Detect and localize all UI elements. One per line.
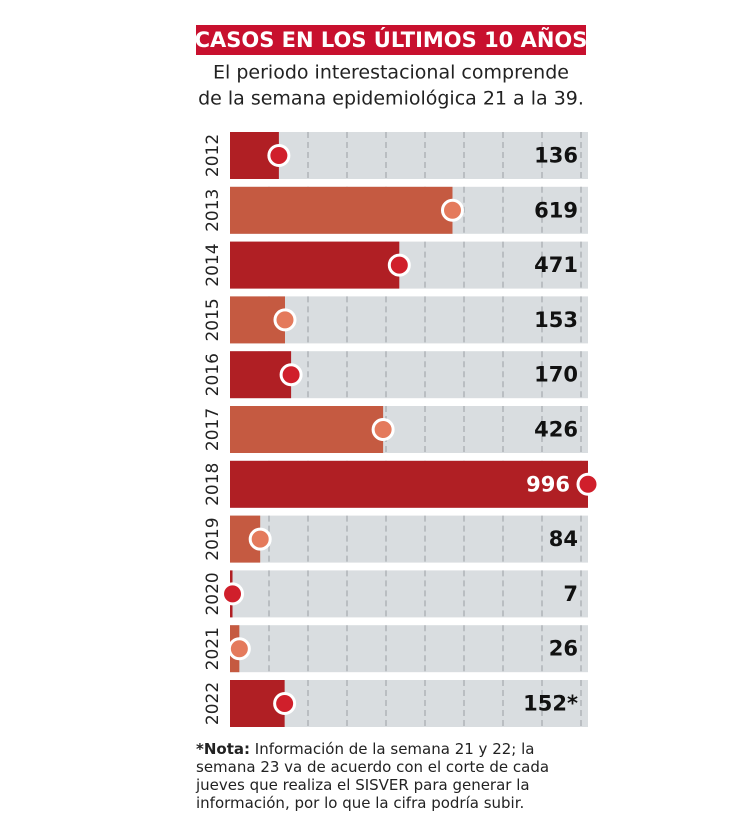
bar: [230, 406, 384, 453]
subtitle: El periodo interestacional comprende: [213, 62, 569, 84]
bar-dot: [440, 198, 464, 222]
value-label: 170: [534, 363, 578, 387]
y-tick-label: 2020: [203, 572, 223, 615]
bar-dot: [387, 253, 411, 277]
y-tick-label: 2022: [203, 682, 223, 725]
note-text: Información de la semana 21 y 22; la sem…: [196, 740, 550, 812]
note: *Nota: Información de la semana 21 y 22;…: [196, 740, 588, 812]
chart: CASOS EN LOS ÚLTIMOS 10 AÑOS El periodo …: [195, 25, 600, 727]
bar-dot: [221, 582, 245, 606]
y-tick-label: 2019: [203, 517, 223, 560]
bar-dot: [267, 144, 291, 167]
bar-dot: [227, 637, 251, 661]
bar-dot: [371, 418, 395, 441]
row-background: [230, 515, 588, 563]
bar: [230, 460, 588, 508]
value-label: 136: [534, 144, 578, 168]
y-tick-label: 2016: [203, 353, 223, 396]
subtitle: de la semana epidemiológica 21 a la 39.: [198, 88, 584, 110]
bar-dot: [273, 692, 297, 715]
y-tick-label: 2018: [203, 463, 223, 506]
value-label: 152*: [523, 692, 578, 716]
bar: [230, 186, 453, 234]
value-label: 426: [534, 418, 578, 442]
bar: [230, 241, 400, 289]
bar-dot: [576, 472, 600, 496]
title-box: [196, 25, 586, 55]
y-tick-label: 2012: [203, 134, 223, 177]
y-tick-label: 2015: [203, 298, 223, 341]
bar-dot: [248, 527, 272, 551]
row-background: [230, 570, 588, 618]
value-label: 84: [549, 527, 578, 551]
value-label: 26: [549, 637, 578, 661]
value-label: 471: [534, 253, 578, 277]
y-tick-label: 2013: [203, 189, 223, 232]
y-tick-label: 2017: [203, 408, 223, 451]
value-label: 7: [563, 582, 578, 606]
bar-dot: [273, 308, 297, 332]
bar-dot: [279, 363, 303, 387]
y-tick-label: 2014: [203, 243, 223, 286]
y-tick-label: 2021: [203, 627, 223, 670]
value-label: 153: [534, 308, 578, 332]
note-label: *Nota:: [196, 740, 250, 758]
chart-title: CASOS EN LOS ÚLTIMOS 10 AÑOS: [195, 27, 588, 52]
value-label: 619: [534, 198, 578, 222]
row-background: [230, 625, 588, 673]
value-label: 996: [526, 472, 570, 496]
